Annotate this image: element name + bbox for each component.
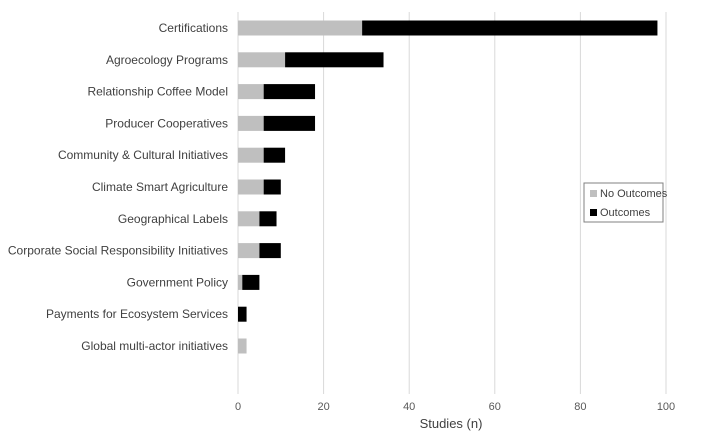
category-label: Relationship Coffee Model [87, 85, 228, 99]
bar-outcomes [263, 115, 316, 131]
category-label: Corporate Social Responsibility Initiati… [8, 244, 228, 258]
bars [238, 20, 658, 354]
bar-outcomes [242, 274, 260, 290]
bar-outcomes [263, 84, 316, 100]
category-label: Certifications [159, 21, 228, 35]
bar-no-outcomes [238, 84, 264, 100]
legend-swatch [590, 209, 597, 216]
category-label: Producer Cooperatives [105, 116, 228, 130]
bar-outcomes [263, 179, 281, 195]
x-tick-label: 20 [317, 401, 329, 413]
category-label: Payments for Ecosystem Services [46, 307, 228, 321]
legend-label: Outcomes [600, 207, 651, 219]
bar-no-outcomes [238, 179, 264, 195]
bar-outcomes [259, 211, 277, 227]
legend-box [583, 182, 664, 223]
bar-outcomes [238, 306, 247, 322]
bar-no-outcomes [238, 20, 363, 36]
x-tick-label: 40 [403, 401, 415, 413]
category-label: Government Policy [127, 275, 228, 289]
category-label: Agroecology Programs [106, 53, 228, 67]
x-tick-label: 100 [657, 401, 675, 413]
x-tick-label: 80 [574, 401, 586, 413]
category-label: Geographical Labels [118, 212, 228, 226]
legend-swatch [590, 190, 597, 197]
category-labels: Certifications Agroecology Programs Relati… [8, 21, 228, 353]
bar-outcomes [285, 52, 384, 68]
category-label: Global multi-actor initiatives [81, 339, 228, 353]
bar-no-outcomes [238, 338, 247, 354]
category-label: Community & Cultural Initiatives [58, 148, 228, 162]
bar-outcomes [362, 20, 658, 36]
bar-no-outcomes [238, 147, 264, 163]
x-tick-label: 0 [235, 401, 241, 413]
bar-outcomes [263, 147, 286, 163]
gridlines [237, 12, 667, 394]
bar-no-outcomes [238, 243, 260, 259]
bar-no-outcomes [238, 274, 243, 290]
x-tick-labels: 0 20 40 60 80 100 [235, 401, 675, 413]
bar-no-outcomes [238, 52, 286, 68]
bar-no-outcomes [238, 115, 264, 131]
x-axis-title: Studies (n) [420, 416, 483, 431]
x-tick-label: 60 [489, 401, 501, 413]
legend-label: No Outcomes [600, 188, 668, 200]
category-label: Climate Smart Agriculture [92, 180, 228, 194]
bar-outcomes [259, 243, 281, 259]
legend: No Outcomes Outcomes [583, 182, 668, 223]
bar-no-outcomes [238, 211, 260, 227]
